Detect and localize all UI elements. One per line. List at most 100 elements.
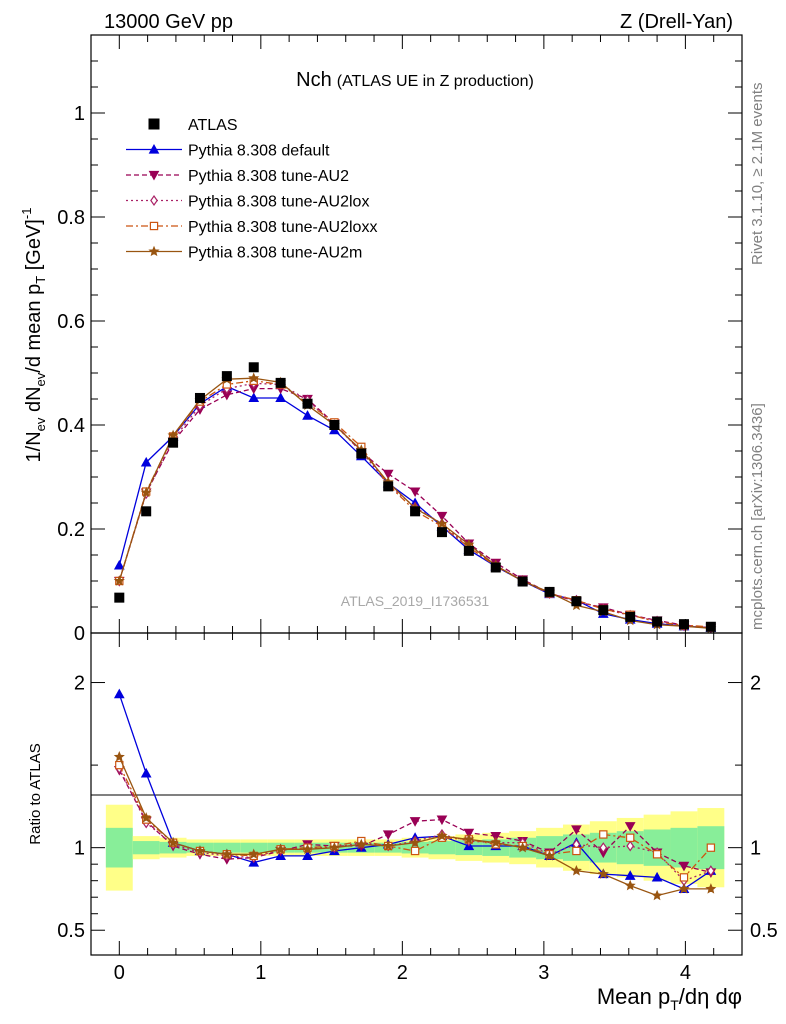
series-5-ratio-point <box>705 883 717 894</box>
series-1-ratio-point <box>624 870 636 880</box>
series-5-ratio-point <box>194 845 206 856</box>
series-5-ratio-point <box>301 843 314 855</box>
series-2-ratio-point <box>490 832 502 842</box>
series-1-ratio-point <box>113 688 125 699</box>
atlas-data-point <box>329 420 340 430</box>
series-5-ratio-point <box>167 836 179 848</box>
atlas-data-point <box>598 605 609 616</box>
series-1-point <box>275 392 286 403</box>
legend-label: ATLAS <box>188 117 238 134</box>
series-5-ratio-point <box>651 889 663 901</box>
legend: ATLAS Pythia 8.308 default Pythia 8.308 tu… <box>126 117 377 262</box>
ratio-y-tick-label: 2 <box>74 673 85 695</box>
mcplots-credit: mcplots.cern.ch [arXiv:1306.3436] <box>749 403 766 630</box>
series-5-ratio-point <box>355 838 367 850</box>
atlas-data-point <box>544 586 555 597</box>
series-4-ratio-point <box>652 850 662 859</box>
atlas-data-point <box>383 481 394 492</box>
y-tick-label: 1 <box>74 103 85 125</box>
series-1-point <box>248 392 260 403</box>
ratio-y-tick-label-right: 0.5 <box>750 920 778 942</box>
series-5-point <box>248 372 260 383</box>
plot-title: Nch (ATLAS UE in Z production) <box>296 69 534 91</box>
atlas-data-point <box>275 377 286 388</box>
atlas-data-point <box>625 611 636 622</box>
atlas-data-point <box>114 592 125 603</box>
series-5-ratio-point <box>113 750 125 762</box>
x-axis-title: Mean pT/dη dφ <box>597 984 742 1013</box>
atlas-data-point <box>194 392 205 403</box>
ratio-band-inner <box>240 842 268 853</box>
series-5-ratio-point <box>382 840 394 851</box>
series-5-ratio-point <box>490 836 502 848</box>
ratio-y-axis-title: Ratio to ATLAS <box>27 743 44 844</box>
atlas-data-point <box>463 545 474 556</box>
series-3-ratio-point <box>599 842 608 854</box>
series-5-point <box>436 517 448 529</box>
ratio-band-inner <box>132 841 160 855</box>
series-4-ratio-point <box>572 846 581 856</box>
atlas-data-point <box>168 437 179 448</box>
ratio-panel-frame <box>90 632 743 956</box>
plot-title-main: Nch <box>296 69 332 91</box>
legend-label: Pythia 8.308 tune-AU2lox <box>188 194 369 211</box>
atlas-data-point <box>678 619 689 630</box>
series-2-ratio-point <box>678 861 690 872</box>
series-2-ratio-point <box>436 815 448 826</box>
legend-label: Pythia 8.308 tune-AU2m <box>188 245 362 262</box>
series-2-point <box>382 469 394 480</box>
series-4-ratio-point <box>599 830 608 839</box>
series-1-ratio-point <box>140 767 152 778</box>
y-tick-label: 0.4 <box>57 415 85 437</box>
atlas-data-point <box>571 596 582 607</box>
ratio-y-tick-label: 0.5 <box>57 920 85 942</box>
x-tick-label: 3 <box>538 962 549 984</box>
legend-marker <box>148 143 160 154</box>
series-5-ratio-point <box>597 868 609 879</box>
series-5-point <box>140 486 152 498</box>
series-2-ratio-point <box>571 825 582 836</box>
rivet-version: Rivet 3.1.10, ≥ 2.1M events <box>749 83 766 266</box>
atlas-data-point <box>248 362 259 373</box>
series-5-ratio-point <box>221 848 233 859</box>
series-5-ratio-point <box>248 848 260 859</box>
x-tick-label: 0 <box>114 962 125 984</box>
legend-marker <box>150 194 158 207</box>
ratio-y-tick-label: 1 <box>74 838 85 860</box>
ratio-band-inner <box>428 841 456 855</box>
series-5-ratio-point <box>275 843 287 855</box>
series-4-ratio-point <box>706 843 716 852</box>
legend-marker <box>148 245 160 257</box>
series-5-point <box>113 575 125 586</box>
atlas-data-point <box>517 576 528 587</box>
header-left: 13000 GeV pp <box>104 11 233 33</box>
atlas-data-point <box>436 527 447 538</box>
series-5-ratio-point <box>328 841 340 853</box>
legend-label: Pythia 8.308 tune-AU2loxx <box>188 219 377 236</box>
x-tick-label: 1 <box>255 962 266 984</box>
analysis-watermark: ATLAS_2019_I1736531 <box>341 593 490 609</box>
series-5-ratio-point <box>517 841 529 853</box>
series-2-ratio-point <box>409 817 421 827</box>
legend-marker <box>148 118 160 130</box>
atlas-data-point <box>141 506 152 517</box>
y-tick-label: 0.8 <box>57 207 85 229</box>
ratio-band-inner <box>105 827 133 868</box>
ratio-y-tick-label-right: 2 <box>750 673 761 695</box>
series-2-ratio-point <box>463 828 475 839</box>
series-2-ratio-point <box>624 822 636 832</box>
series-4-ratio-point <box>679 873 689 882</box>
series-4-ratio-point <box>410 846 420 856</box>
series-5-ratio-point <box>570 865 582 876</box>
atlas-data-point <box>302 398 313 409</box>
x-tick-label: 2 <box>397 962 408 984</box>
plot-title-sub: (ATLAS UE in Z production) <box>337 73 534 90</box>
ratio-band-inner <box>213 842 241 853</box>
atlas-data-point <box>356 448 367 459</box>
legend-marker <box>148 170 160 181</box>
legend-marker <box>149 221 159 231</box>
y-axis-title: 1/Nev dNev/d mean pT [GeV]-1 <box>19 208 48 463</box>
series-1-ratio-point <box>651 871 663 882</box>
series-5-ratio-point <box>409 836 421 848</box>
atlas-data-point <box>705 621 716 632</box>
